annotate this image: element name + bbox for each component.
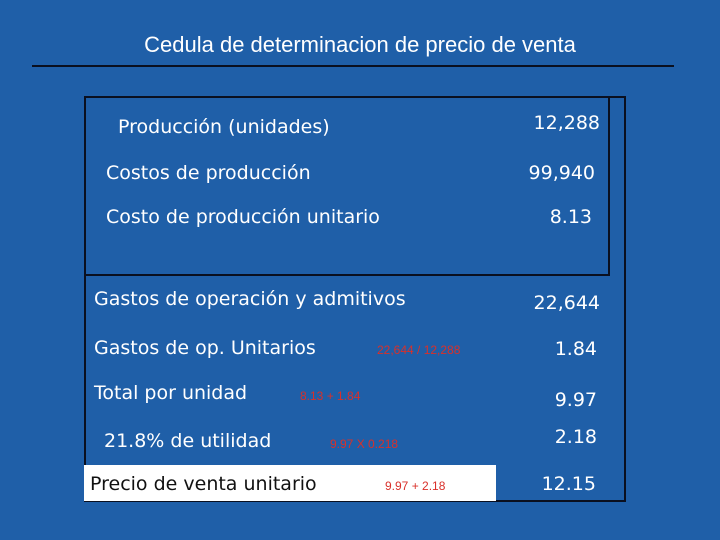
row-label-unit-production-cost: Costo de producción unitario (106, 206, 380, 228)
row-label-production-costs: Costos de producción (106, 162, 311, 184)
page-title: Cedula de determinacion de precio de ven… (144, 32, 576, 57)
row-note-total-per-unit: 8.13 + 1.84 (300, 389, 361, 403)
table-top-border (84, 96, 626, 98)
row-value-unit-production-cost: 8.13 (549, 206, 592, 228)
table-section-divider (84, 274, 610, 276)
row-value-production-costs: 99,940 (528, 162, 595, 184)
row-label-total-per-unit: Total por unidad (94, 382, 248, 404)
row-label-operating-expenses: Gastos de operación y admitivos (94, 288, 406, 310)
table-inner-border (608, 96, 610, 274)
row-note-unit-operating-expenses: 22,644 / 12,288 (377, 343, 461, 357)
final-price-highlight (84, 465, 496, 501)
row-value-production-units: 12,288 (533, 112, 600, 134)
row-label-production-units: Producción (unidades) (118, 116, 330, 138)
table-right-border (624, 96, 626, 502)
row-label-profit-margin: 21.8% de utilidad (104, 430, 272, 452)
row-label-unit-sale-price: Precio de venta unitario (90, 473, 317, 495)
row-value-total-per-unit: 9.97 (554, 389, 597, 411)
row-note-profit-margin: 9.97 X 0.218 (330, 437, 399, 451)
row-value-unit-operating-expenses: 1.84 (554, 338, 597, 360)
row-note-unit-sale-price: 9.97 + 2.18 (385, 479, 446, 493)
table-bottom-border (84, 500, 626, 502)
row-value-operating-expenses: 22,644 (533, 292, 600, 314)
row-value-unit-sale-price: 12.15 (541, 473, 596, 495)
row-value-profit-margin: 2.18 (554, 426, 597, 448)
title-divider (32, 65, 674, 67)
table-left-border (84, 96, 86, 502)
row-label-unit-operating-expenses: Gastos de op. Unitarios (94, 337, 316, 359)
